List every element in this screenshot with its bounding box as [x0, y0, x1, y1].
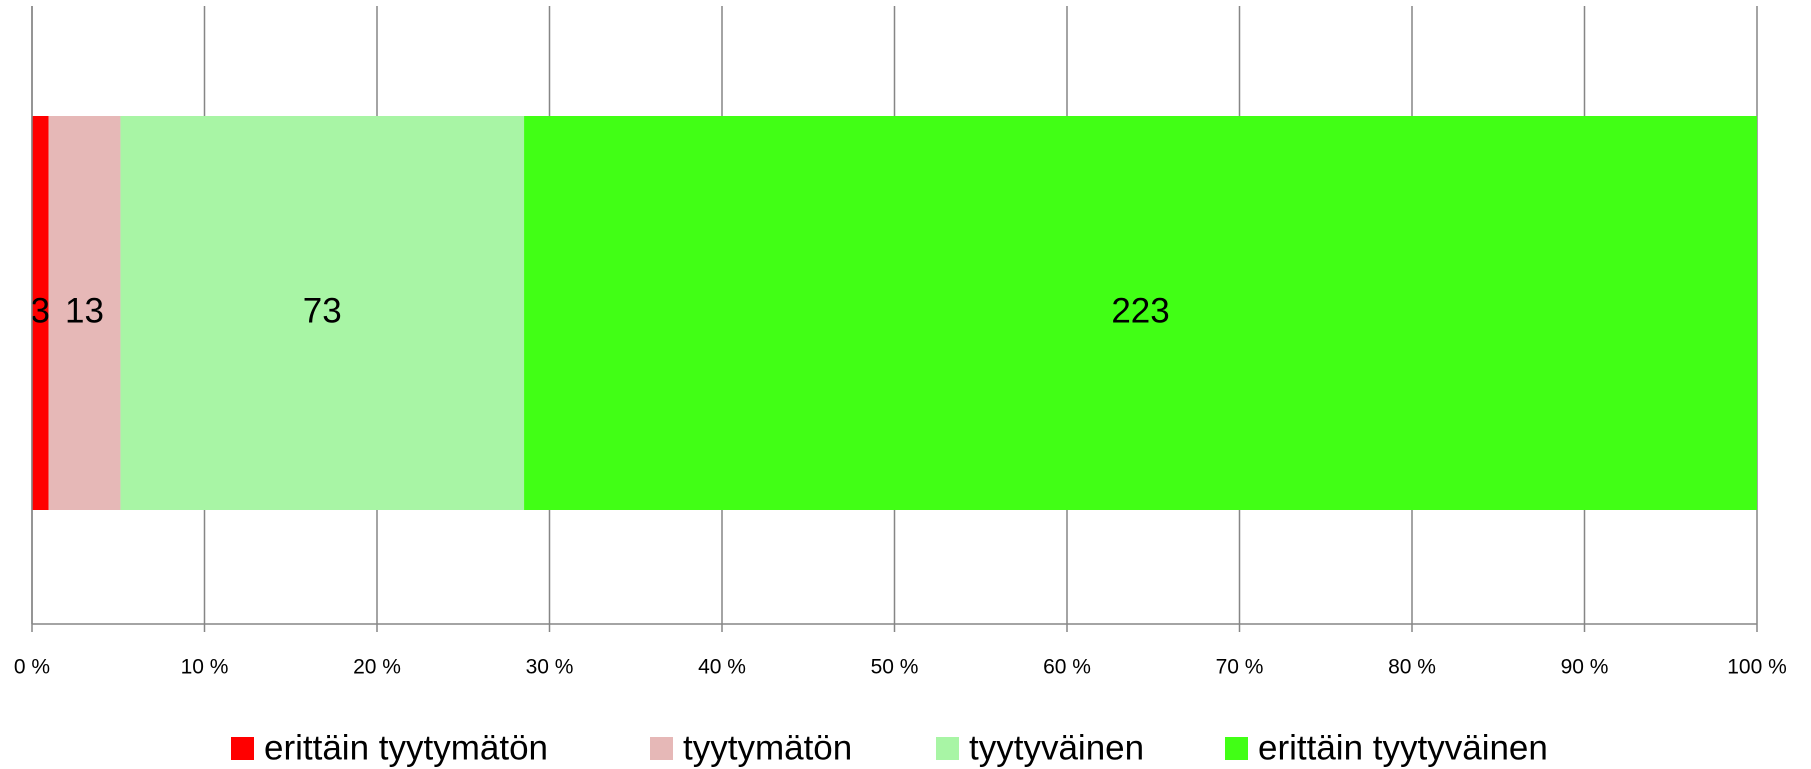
- data-label: 13: [65, 291, 104, 330]
- x-tick-label: 80 %: [1388, 656, 1436, 679]
- legend-label: erittäin tyytyväinen: [1258, 728, 1548, 767]
- x-tick-label: 0 %: [14, 656, 50, 679]
- bar-segment: [524, 116, 1757, 510]
- x-tick-label: 60 %: [1043, 656, 1091, 679]
- x-tick-label: 30 %: [526, 656, 574, 679]
- x-tick-label: 40 %: [698, 656, 746, 679]
- x-tick-label: 20 %: [353, 656, 401, 679]
- x-tick-label: 90 %: [1561, 656, 1609, 679]
- data-label: 3: [31, 291, 50, 330]
- legend-label: tyytymätön: [683, 728, 852, 767]
- legend-swatch: [936, 737, 959, 760]
- data-label: 223: [1111, 291, 1169, 330]
- legend-swatch: [231, 737, 254, 760]
- data-label: 73: [303, 291, 342, 330]
- legend-swatch: [1225, 737, 1248, 760]
- x-tick-label: 10 %: [181, 656, 229, 679]
- bar-segment: [48, 116, 121, 510]
- bar-segment: [32, 116, 49, 510]
- x-tick-label: 50 %: [871, 656, 919, 679]
- legend-swatch: [650, 737, 673, 760]
- bar-segment: [120, 116, 525, 510]
- legend-label: tyytyväinen: [969, 728, 1144, 767]
- x-tick-label: 100 %: [1727, 656, 1787, 679]
- legend-label: erittäin tyytymätön: [264, 728, 548, 767]
- x-tick-label: 70 %: [1216, 656, 1264, 679]
